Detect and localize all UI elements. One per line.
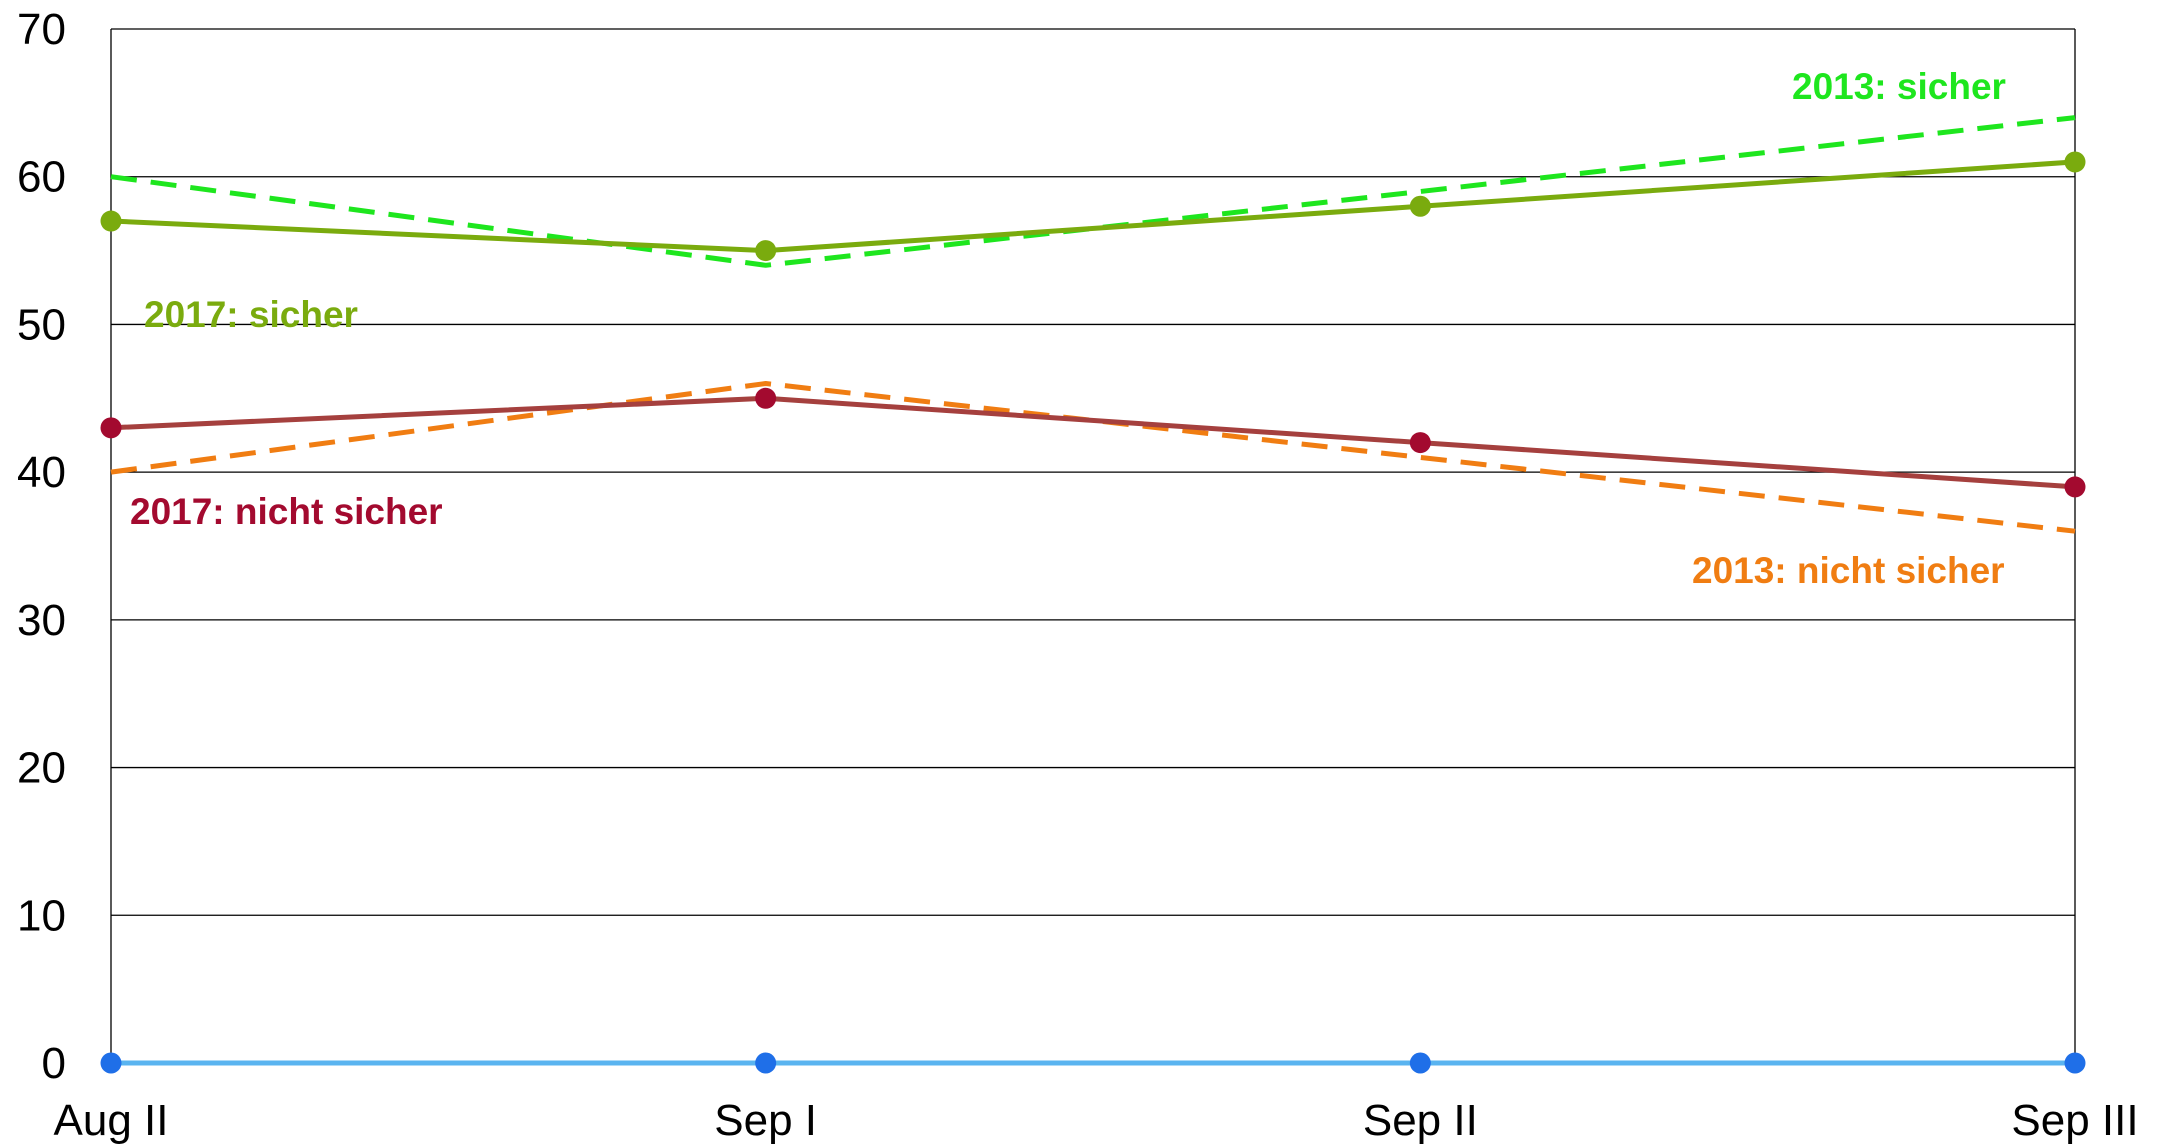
x-tick-label: Sep I: [714, 1096, 817, 1145]
series-labels: 2013: sicher 2017: sicher 2017: nicht si…: [130, 66, 2006, 591]
x-tick-label: Sep II: [1363, 1096, 1478, 1145]
y-tick-label: 10: [17, 891, 66, 940]
series-point-s2017_nicht: [100, 417, 122, 439]
y-tick-label: 50: [17, 300, 66, 349]
x-tick-label: Sep III: [2011, 1096, 2138, 1145]
series-line-s2017_sicher: [110, 159, 2076, 254]
series-lines: [110, 115, 2076, 1066]
series-point-s2017_nicht: [2064, 476, 2086, 498]
label-2017-nicht-sicher: 2017: nicht sicher: [130, 491, 443, 532]
label-2017-sicher: 2017: sicher: [144, 294, 358, 335]
y-axis-ticks: 0 10 20 30 40 50 60 70: [17, 5, 66, 1088]
x-tick-label: Aug II: [54, 1096, 169, 1145]
series-point-s2017_sicher: [1409, 195, 1431, 217]
series-line-s2017_nicht: [110, 395, 2076, 490]
y-tick-label: 30: [17, 596, 66, 645]
series-point-s2017_sicher: [755, 240, 777, 262]
series-point-s2017_nicht: [755, 387, 777, 409]
series-point-s2017_sicher: [100, 210, 122, 232]
y-tick-label: 20: [17, 744, 66, 793]
series-point-s2017_sicher: [2064, 151, 2086, 173]
series-point-s_zero_solid: [100, 1052, 122, 1074]
series-point-s2017_nicht: [1409, 432, 1431, 454]
y-tick-label: 70: [17, 5, 66, 54]
gridlines: [110, 28, 2076, 1064]
series-line-s2013_sicher: [110, 115, 2076, 268]
series-point-s_zero_solid: [755, 1052, 777, 1074]
y-tick-label: 60: [17, 153, 66, 202]
series-point-s_zero_solid: [2064, 1052, 2086, 1074]
label-2013-sicher: 2013: sicher: [1792, 66, 2006, 107]
y-tick-label: 40: [17, 448, 66, 497]
series-line-s2013_nicht: [110, 381, 2076, 534]
series-markers: [100, 151, 2086, 1074]
x-axis-ticks: Aug II Sep I Sep II Sep III: [54, 1096, 2139, 1145]
label-2013-nicht-sicher: 2013: nicht sicher: [1692, 550, 2005, 591]
y-tick-label: 0: [42, 1039, 66, 1088]
series-point-s_zero_solid: [1409, 1052, 1431, 1074]
